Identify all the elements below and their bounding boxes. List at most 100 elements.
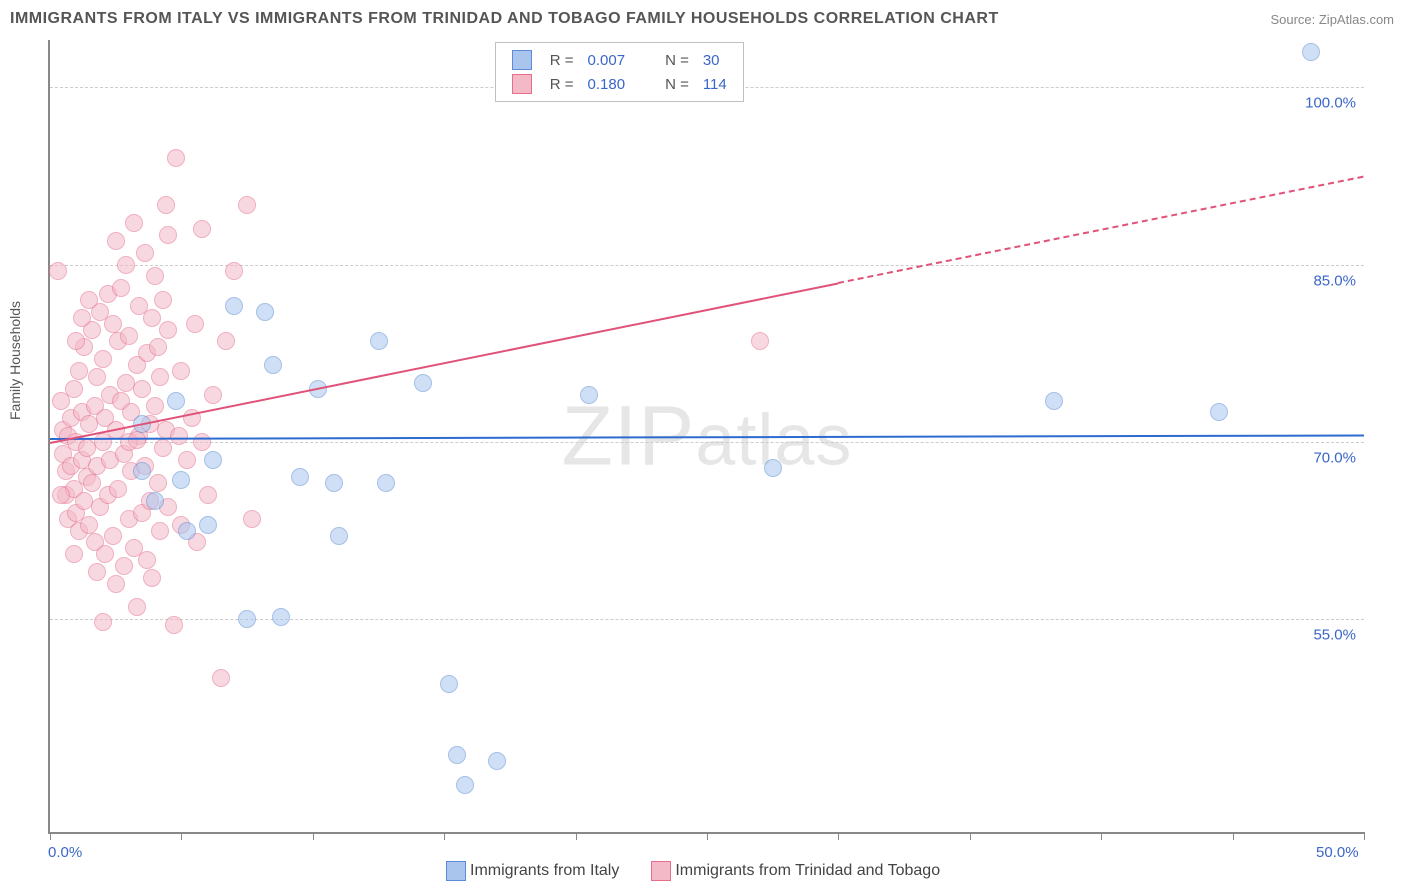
data-point [88,563,106,581]
data-point [193,220,211,238]
trinidad-trend-dashed [838,176,1364,284]
data-point [291,468,309,486]
scatter-plot-area: ZIPatlas 55.0%70.0%85.0%100.0% [48,40,1364,834]
data-point [193,433,211,451]
data-point [212,669,230,687]
data-point [133,380,151,398]
data-point [151,522,169,540]
chart-title: IMMIGRANTS FROM ITALY VS IMMIGRANTS FROM… [10,10,999,27]
legend-swatch [446,861,466,881]
legend-item: Immigrants from Trinidad and Tobago [651,861,940,881]
data-point [125,214,143,232]
x-tick [838,832,839,840]
data-point [238,196,256,214]
y-tick-label: 70.0% [1313,449,1356,466]
data-point [133,462,151,480]
data-point [488,752,506,770]
data-point [83,474,101,492]
data-point [67,332,85,350]
x-tick [444,832,445,840]
data-point [138,551,156,569]
data-point [440,675,458,693]
data-point [107,575,125,593]
data-point [264,356,282,374]
r-value: 0.007 [582,49,632,71]
data-point [1210,403,1228,421]
data-point [115,557,133,575]
data-point [243,510,261,528]
data-point [377,474,395,492]
legend-label: Immigrants from Trinidad and Tobago [675,862,940,880]
series-legend: Immigrants from Italy Immigrants from Tri… [430,861,956,886]
data-point [109,480,127,498]
data-point [80,291,98,309]
y-tick-label: 85.0% [1313,272,1356,289]
x-tick [970,832,971,840]
data-point [159,321,177,339]
data-point [172,471,190,489]
x-tick [313,832,314,840]
x-tick [181,832,182,840]
data-point [104,315,122,333]
data-point [370,332,388,350]
data-point [65,380,83,398]
x-tick-label: 50.0% [1316,844,1359,861]
data-point [256,303,274,321]
gridline [50,442,1364,443]
data-point [94,613,112,631]
n-value: 114 [697,73,733,95]
legend-label: Immigrants from Italy [470,862,619,880]
data-point [199,516,217,534]
y-tick-label: 100.0% [1305,95,1356,112]
n-label: N = [659,49,695,71]
x-tick [1233,832,1234,840]
data-point [225,297,243,315]
data-point [117,256,135,274]
data-point [151,368,169,386]
data-point [172,362,190,380]
data-point [414,374,432,392]
legend-swatch [651,861,671,881]
data-point [146,397,164,415]
data-point [1045,392,1063,410]
n-value: 30 [697,49,733,71]
data-point [146,492,164,510]
data-point [764,459,782,477]
legend-swatch [512,74,532,94]
data-point [154,439,172,457]
data-point [170,427,188,445]
data-point [128,598,146,616]
data-point [49,262,67,280]
data-point [330,527,348,545]
data-point [70,362,88,380]
data-point [112,279,130,297]
r-label: R = [544,49,580,71]
data-point [272,608,290,626]
data-point [167,149,185,167]
data-point [52,486,70,504]
source-attribution: Source: ZipAtlas.com [1270,12,1394,27]
data-point [149,474,167,492]
data-point [94,350,112,368]
data-point [80,516,98,534]
data-point [165,616,183,634]
correlation-legend: R =0.007N =30R =0.180N =114 [495,42,744,102]
data-point [178,522,196,540]
y-axis-label: Family Households [7,301,23,420]
data-point [167,392,185,410]
data-point [1302,43,1320,61]
data-point [225,262,243,280]
x-tick-label: 0.0% [48,844,82,861]
n-label: N = [659,73,695,95]
data-point [204,386,222,404]
data-point [143,569,161,587]
data-point [65,545,83,563]
data-point [456,776,474,794]
data-point [238,610,256,628]
data-point [146,267,164,285]
data-point [159,226,177,244]
data-point [199,486,217,504]
data-point [88,368,106,386]
x-tick [576,832,577,840]
data-point [149,338,167,356]
